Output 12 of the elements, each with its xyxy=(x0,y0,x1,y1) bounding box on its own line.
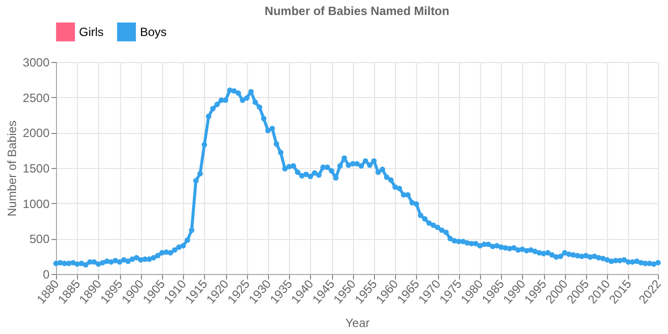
y-tick-label: 3000 xyxy=(22,56,50,70)
chart-title: Number of Babies Named Milton xyxy=(264,4,450,18)
x-axis-title: Year xyxy=(345,316,370,330)
y-tick-label: 500 xyxy=(29,232,50,246)
legend-label: Girls xyxy=(79,24,104,39)
y-tick-label: 0 xyxy=(42,268,50,282)
y-tick-label: 1000 xyxy=(22,196,50,211)
y-tick-label: 1500 xyxy=(22,162,50,176)
y-axis-title: Number of Babies xyxy=(4,120,19,217)
y-tick-label: 2500 xyxy=(22,90,50,105)
y-tick-label: 2000 xyxy=(22,126,50,140)
legend-label: Boys xyxy=(140,24,167,39)
